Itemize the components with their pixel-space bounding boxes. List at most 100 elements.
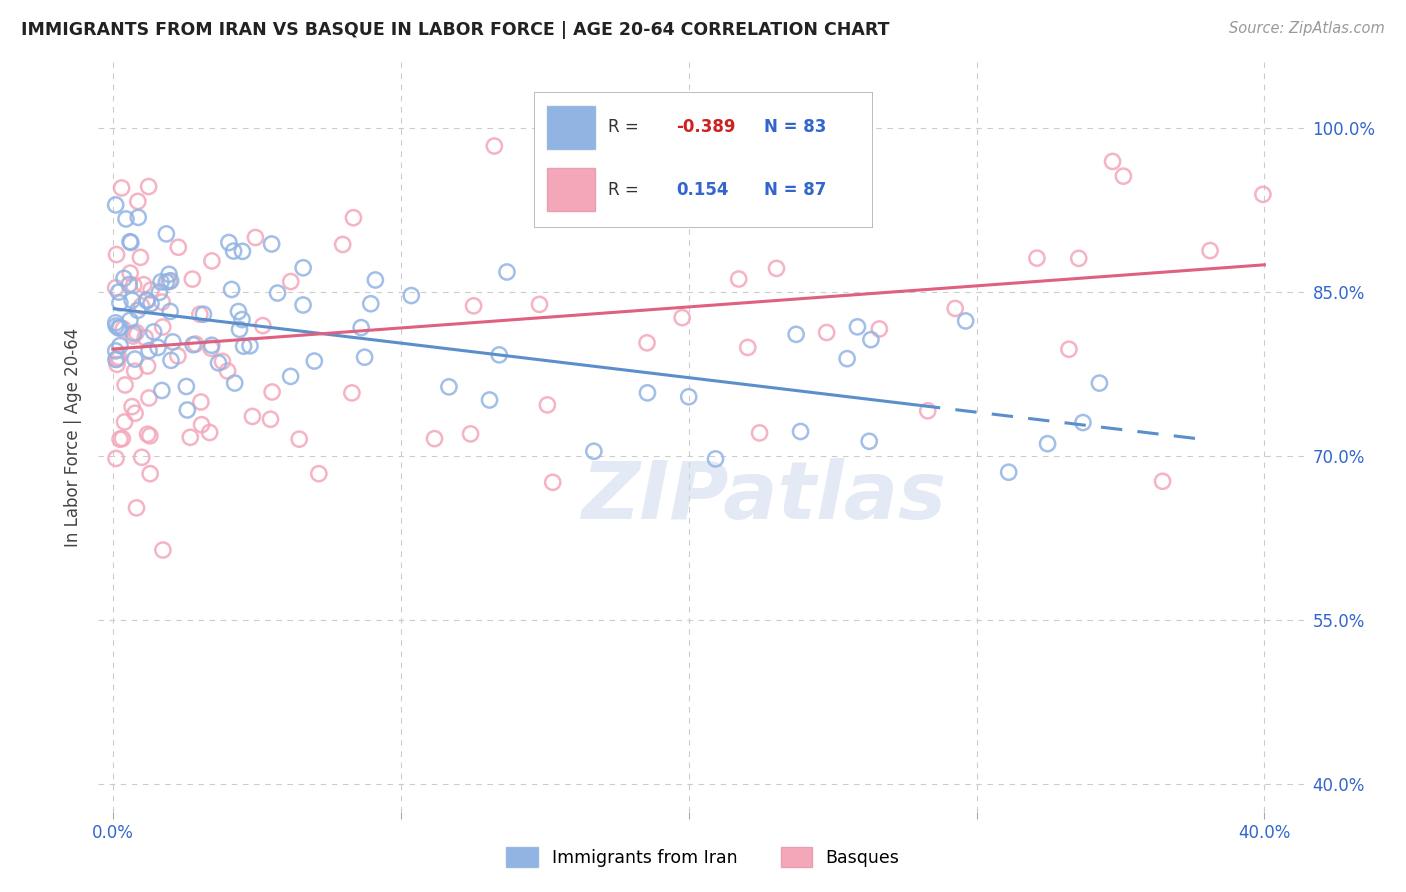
Text: IMMIGRANTS FROM IRAN VS BASQUE IN LABOR FORCE | AGE 20-64 CORRELATION CHART: IMMIGRANTS FROM IRAN VS BASQUE IN LABOR … [21,21,890,38]
Point [837,351,859,366]
Point [138,391,160,405]
Y-axis label: In Labor Force | Age 20-64: In Labor Force | Age 20-64 [65,327,83,547]
Point [280,369,302,384]
Point [104,281,127,295]
Point [118,235,141,249]
Point [167,349,190,363]
Point [217,364,239,378]
Point [127,211,149,225]
Point [636,385,658,400]
Point [193,307,215,321]
Point [108,320,131,334]
Point [242,409,264,424]
Point [112,271,135,285]
Point [858,434,880,449]
Point [671,310,693,325]
Point [107,285,129,299]
Point [704,451,727,466]
Legend: Immigrants from Iran, Basques: Immigrants from Iran, Basques [499,840,907,874]
Point [1199,244,1222,258]
Point [846,319,869,334]
Point [1071,416,1094,430]
Point [114,378,136,392]
Point [159,274,181,288]
Point [232,339,254,353]
Point [1101,154,1123,169]
Point [124,406,146,420]
Point [188,307,211,321]
Point [201,254,224,268]
Point [200,341,222,355]
Point [765,261,787,276]
Point [231,244,253,259]
Point [122,329,145,343]
Point [401,288,423,302]
Point [198,425,221,440]
Point [789,425,811,439]
Point [222,244,245,258]
Point [118,277,141,292]
Point [201,338,224,352]
Point [340,385,363,400]
Point [104,316,127,330]
Point [190,395,212,409]
Point [152,320,174,334]
Point [859,333,882,347]
Point [110,181,132,195]
Point [105,247,128,261]
Point [162,334,184,349]
Point [308,467,330,481]
Point [105,318,128,333]
Point [121,400,143,414]
Point [104,352,127,367]
Point [228,304,250,318]
Point [288,432,311,446]
Point [125,326,148,340]
Point [1057,343,1080,357]
Point [1251,187,1274,202]
Point [207,356,229,370]
Point [280,275,302,289]
Point [231,312,253,326]
Point [139,296,162,310]
Point [342,211,364,225]
Point [1067,252,1090,266]
Point [228,322,250,336]
Point [112,322,135,336]
Point [218,235,240,250]
Point [541,475,564,490]
Point [115,211,138,226]
Point [1088,376,1111,390]
Text: Source: ZipAtlas.com: Source: ZipAtlas.com [1229,21,1385,36]
Point [150,275,173,289]
Point [224,376,246,390]
Point [155,227,177,241]
Point [138,179,160,194]
Point [139,467,162,481]
Point [423,432,446,446]
Point [748,425,770,440]
Point [114,415,136,429]
Point [125,500,148,515]
Point [181,272,204,286]
Point [176,379,198,393]
Point [107,350,129,364]
Point [157,268,180,282]
Point [496,265,519,279]
Point [179,430,201,444]
Point [184,337,207,351]
Point [245,230,267,244]
Point [105,352,128,367]
Point [111,432,134,446]
Point [120,266,142,280]
Point [292,298,315,312]
Point [727,272,749,286]
Point [868,322,890,336]
Point [252,318,274,333]
Point [259,412,281,426]
Point [107,321,129,335]
Point [815,326,838,340]
Point [1036,436,1059,450]
Point [138,343,160,358]
Point [582,444,605,458]
